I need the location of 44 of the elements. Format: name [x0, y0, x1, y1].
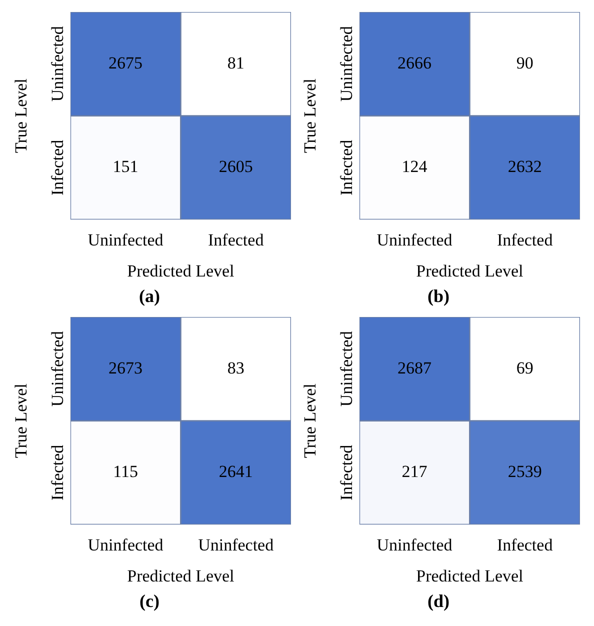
data-label: 2605 [218, 157, 253, 176]
data-label: 69 [516, 358, 534, 378]
x-axis-title: Predicted Level [127, 262, 235, 281]
y-tick-label: Infected [336, 444, 356, 501]
y-tick-label: Infected [48, 139, 67, 196]
x-tick-label: Uninfected [198, 535, 274, 554]
x-tick-label: Infected [497, 535, 554, 554]
x-tick-label: Uninfected [376, 535, 453, 554]
text: (a) [139, 286, 160, 306]
y-tick-label: Uninfected [48, 26, 67, 102]
data-label: 2673 [108, 358, 143, 378]
text: (c) [140, 590, 160, 611]
y-tick-label: Uninfected [336, 26, 356, 102]
data-label: 90 [516, 53, 534, 72]
x-tick-label: Infected [497, 230, 554, 250]
y-tick-label: Infected [48, 444, 67, 501]
text: (b) [428, 286, 450, 306]
y-tick-label: Uninfected [48, 330, 67, 407]
data-label: 151 [112, 157, 138, 176]
x-axis-title: Predicted Level [416, 262, 524, 281]
x-tick-label: Uninfected [88, 230, 164, 250]
x-tick-label: Uninfected [88, 535, 164, 554]
y-tick-label: Uninfected [336, 330, 356, 407]
x-axis-title: Predicted Level [416, 566, 524, 586]
x-tick-label: Infected [208, 230, 264, 250]
text: (d) [428, 590, 450, 611]
data-label: 115 [113, 462, 138, 482]
data-label: 2687 [398, 358, 432, 378]
data-label: 81 [227, 53, 244, 72]
y-axis-title: True Level [300, 383, 320, 458]
x-tick-label: Uninfected [376, 230, 453, 250]
y-axis-title: True Level [12, 78, 31, 154]
y-axis-title: True Level [300, 78, 320, 154]
data-label: 2632 [508, 157, 542, 176]
data-label: 217 [402, 462, 428, 482]
data-label: 124 [402, 157, 428, 176]
x-axis-title: Predicted Level [127, 566, 235, 586]
y-tick-label: Infected [336, 139, 356, 196]
data-label: 2675 [108, 53, 143, 72]
y-axis-title: True Level [12, 383, 31, 458]
data-label: 83 [227, 358, 244, 378]
data-label: 2666 [398, 53, 432, 72]
data-label: 2539 [508, 462, 542, 482]
data-label: 2641 [218, 462, 253, 482]
